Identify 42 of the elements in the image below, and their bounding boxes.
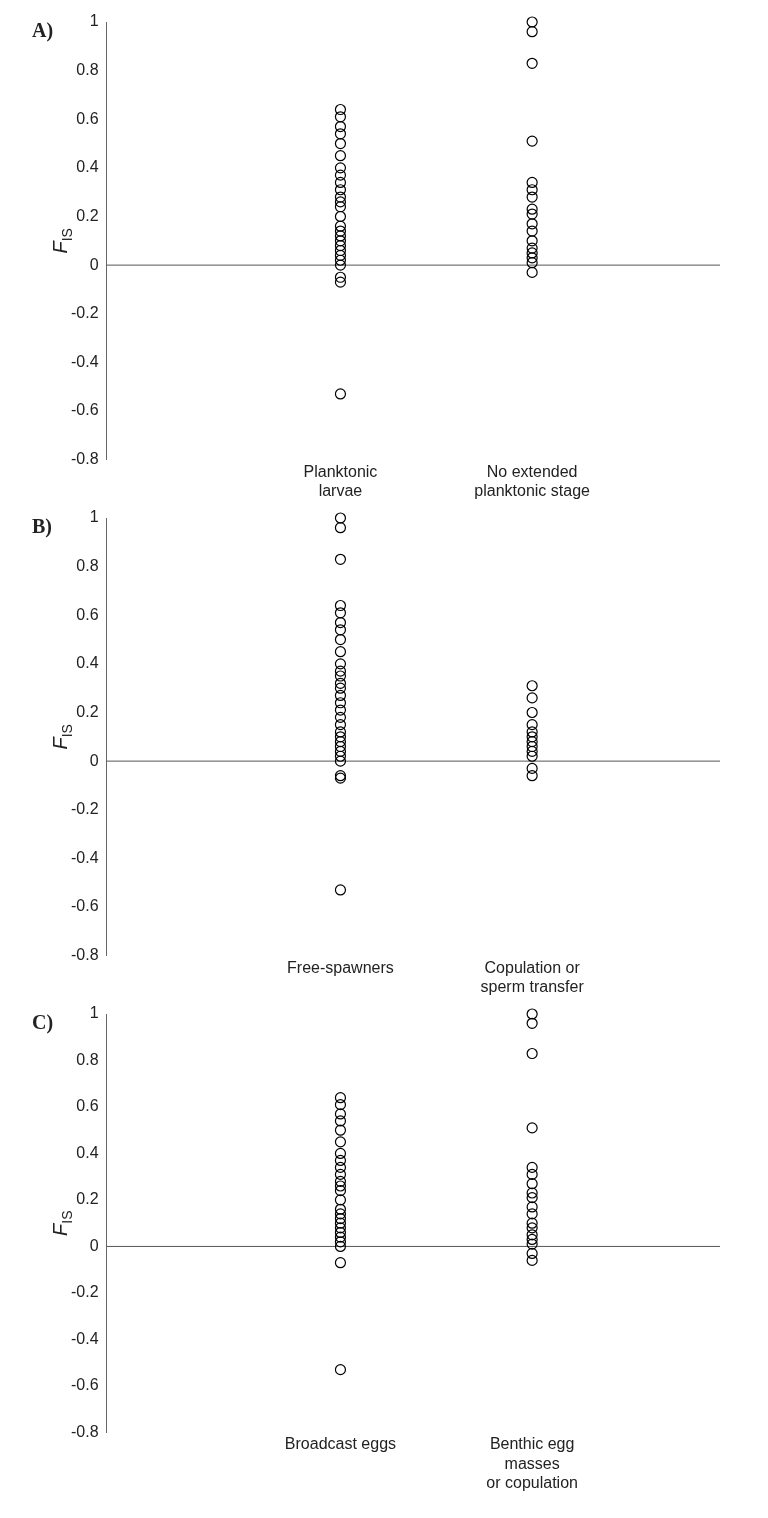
y-tick-label: -0.8 <box>70 1422 99 1440</box>
y-tick-label: 0.6 <box>76 1097 99 1115</box>
y-axis-title: FIS <box>49 228 75 254</box>
y-tick-label: 0.4 <box>76 654 99 672</box>
x-tick-label: Free-spawners <box>287 958 394 976</box>
y-axis-title: FIS <box>49 1210 75 1236</box>
x-tick-label: Copulation or sperm transfer <box>480 958 585 995</box>
y-tick-label: 0.8 <box>76 61 99 79</box>
y-tick-label: 0.4 <box>76 158 99 176</box>
y-tick-label: 0.8 <box>76 557 99 575</box>
y-tick-label: 0.2 <box>76 1190 99 1208</box>
y-tick-label: 0.6 <box>76 605 99 623</box>
y-tick-label: 0.2 <box>76 206 99 224</box>
y-tick-label: 0 <box>89 1236 99 1254</box>
x-tick-label: No extended planktonic stage <box>474 462 591 499</box>
x-tick-label: Broadcast eggs <box>284 1435 397 1453</box>
y-tick-label: 1 <box>89 1004 99 1022</box>
x-tick-label: Benthic egg masses or copulation <box>486 1435 578 1491</box>
chart-title: A) <box>32 19 54 43</box>
y-tick-label: 0 <box>89 255 99 273</box>
x-tick-label: Planktonic larvae <box>303 462 378 499</box>
y-tick-label: -0.8 <box>70 946 99 964</box>
y-tick-label: 0.8 <box>76 1050 99 1068</box>
y-tick-label: -0.4 <box>70 352 99 370</box>
y-tick-label: 0.6 <box>76 109 99 127</box>
y-tick-label: 0 <box>89 751 99 769</box>
y-tick-label: -0.8 <box>70 450 99 468</box>
chart-title: B) <box>32 515 52 539</box>
y-tick-label: -0.6 <box>70 1376 99 1394</box>
y-tick-label: -0.6 <box>70 401 99 419</box>
y-tick-label: -0.2 <box>70 304 99 322</box>
y-tick-label: -0.4 <box>70 848 99 866</box>
y-tick-label: -0.6 <box>70 897 99 915</box>
y-tick-label: 0.4 <box>76 1143 99 1161</box>
y-tick-label: 1 <box>89 12 99 30</box>
y-tick-label: 0.2 <box>76 702 99 720</box>
y-tick-label: -0.2 <box>70 1283 99 1301</box>
y-tick-label: 1 <box>89 508 99 526</box>
y-tick-label: -0.2 <box>70 800 99 818</box>
y-axis-title: FIS <box>49 724 75 750</box>
y-tick-label: -0.4 <box>70 1329 99 1347</box>
chart-title: C) <box>32 1011 54 1035</box>
